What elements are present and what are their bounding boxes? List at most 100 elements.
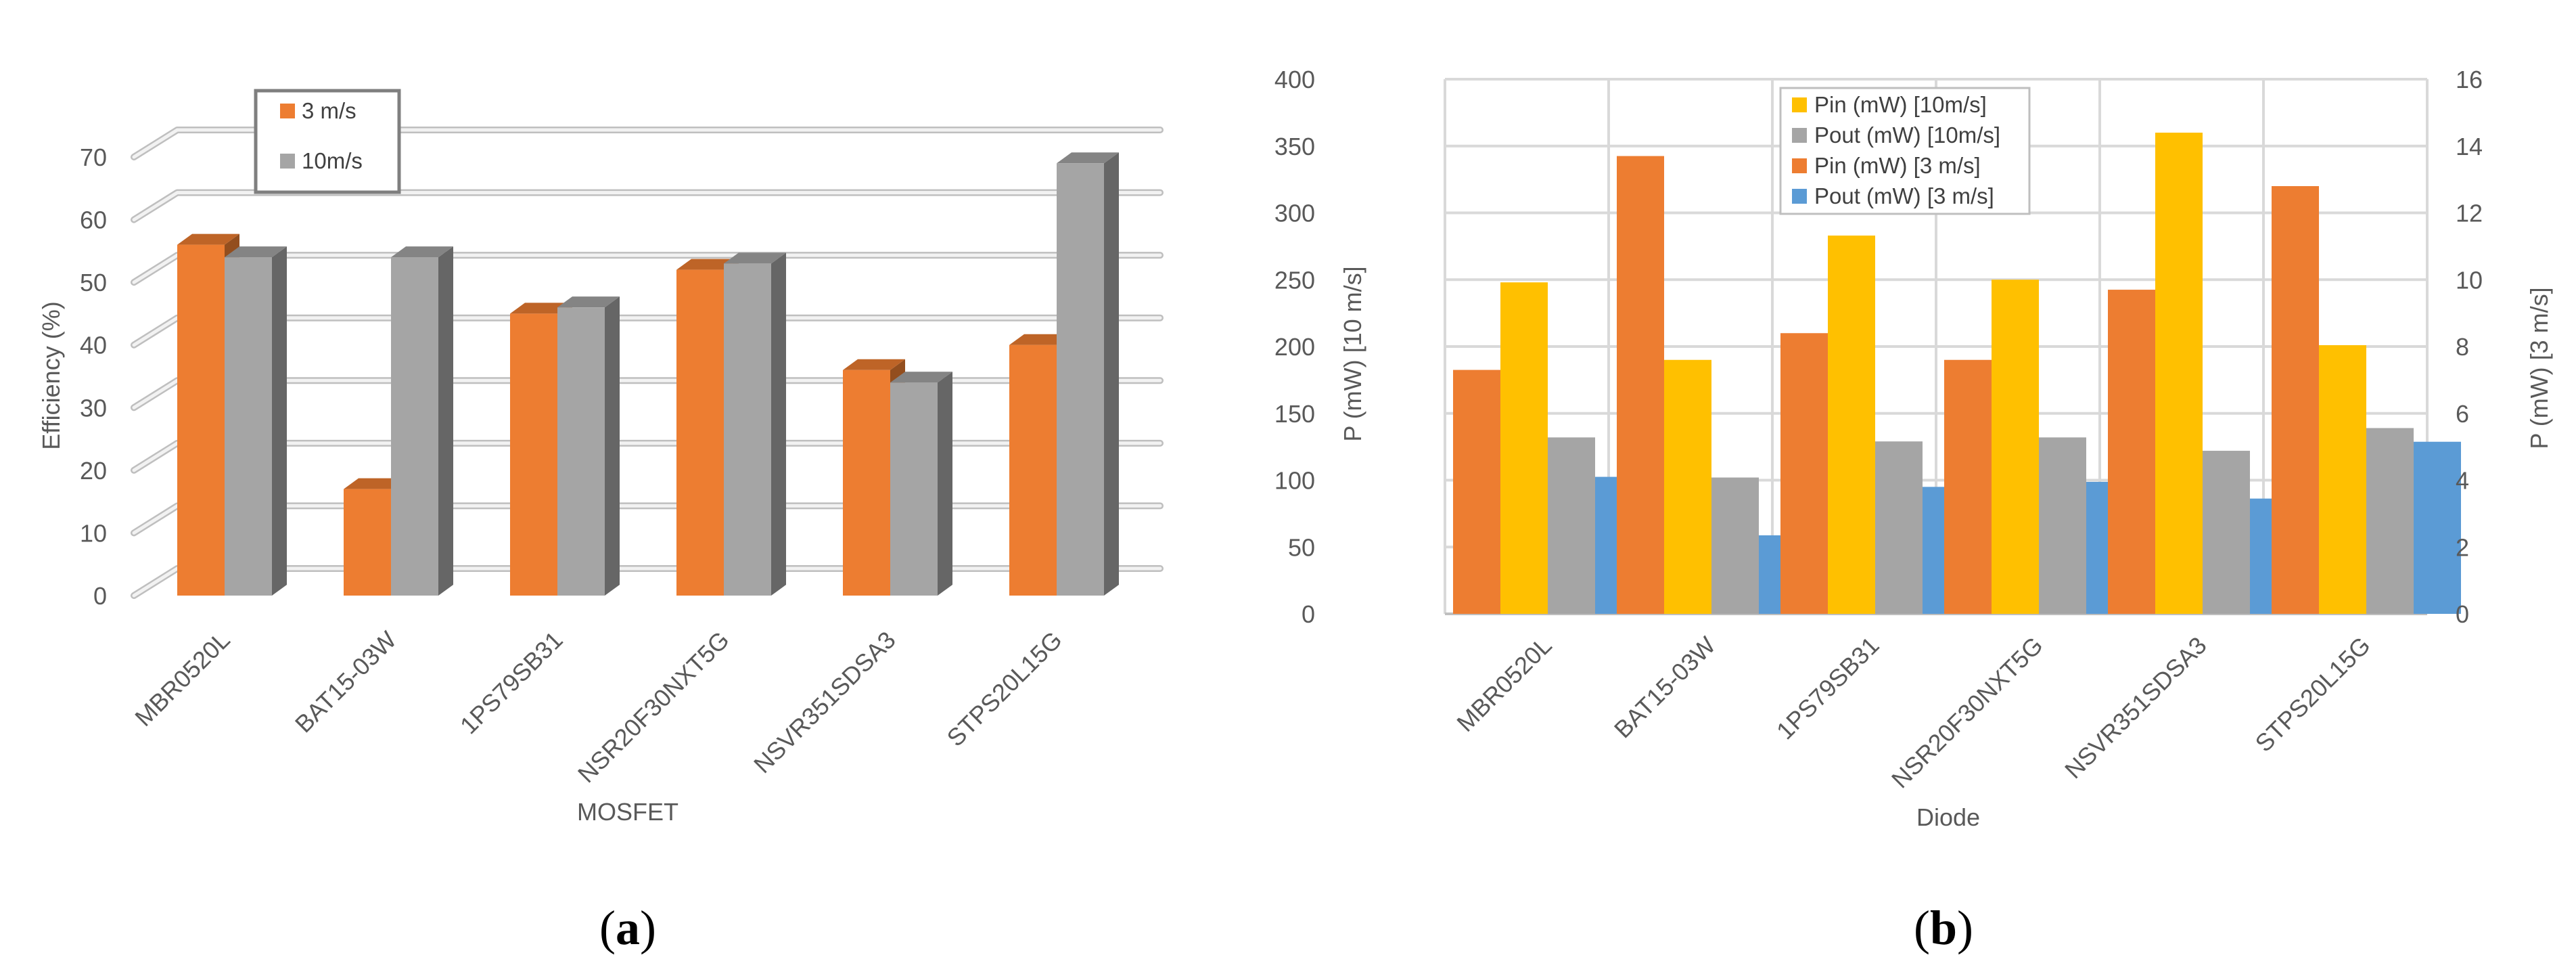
chart-b-x-tick-1ps79sb31: 1PS79SB31: [1771, 631, 1885, 745]
chart-a-x-tick-nsr20f30nxt5g: NSR20F30NXT5G: [572, 626, 735, 788]
chart-b-legend-label-pin-mw-3-m-s: Pin (mW) [3 m/s]: [1814, 153, 1981, 178]
chart-a-bar-front: [225, 257, 272, 596]
chart-a-bar-top: [225, 246, 287, 258]
chart-a-gridline: [132, 191, 1162, 222]
chart-a-bar-front: [1009, 344, 1057, 596]
chart-b-x-tick-stps20l15g: STPS20L15G: [2250, 631, 2376, 757]
chart-b-right-y-axis-title: P (mW) [3 m/s]: [2525, 287, 2553, 449]
chart-a-y-tick-70: 70: [80, 143, 107, 171]
chart-b: 0 50 100 150 200 250 300 350 400 0 2 4 6 8 10 12 14 16 M…: [1274, 66, 2553, 955]
chart-b-x-axis-title: Diode: [1916, 803, 1980, 831]
chart-a-y-tick-20: 20: [80, 457, 107, 485]
chart-a-y-axis-title: Efficiency (%): [37, 301, 65, 449]
chart-a-gridline: [132, 128, 1162, 159]
chart-b-bar-pin-mw-10m-s-bat15-03w: [1664, 359, 1711, 614]
chart-a-gridline: [132, 253, 1162, 284]
chart-a-x-axis-title: MOSFET: [577, 798, 678, 826]
chart-b-bar-pout-mw-10m-s-bat15-03w: [1711, 477, 1759, 614]
chart-a-bar-side: [938, 372, 952, 596]
chart-b-bar-pin-mw-10m-s-nsr20f30nxt5g: [1992, 280, 2039, 614]
chart-a-legend: 3 m/s 10m/s: [254, 89, 401, 194]
chart-a-y-tick-labels: 0 10 20 30 40 50 60 70: [80, 143, 107, 610]
chart-a-gridline-shadow: [131, 189, 1164, 223]
chart-b-bar-pin-mw-10m-s-stps20l15g: [2319, 345, 2366, 614]
chart-b-bar-pout-mw-10m-s-nsvr351sdsa3: [2203, 451, 2250, 614]
chart-b-y-tick-350: 350: [1274, 133, 1315, 160]
chart-a-gridline-shadow: [131, 502, 1164, 537]
chart-b-left-y-tick-labels: 0 50 100 150 200 250 300 350 400: [1274, 66, 1315, 628]
chart-a-y-tick-40: 40: [80, 332, 107, 359]
chart-a-bar-10m-s-bat15-03w: [391, 246, 453, 596]
chart-a-gridline-shadow: [131, 439, 1164, 474]
chart-a-gridline-shadow: [131, 377, 1164, 411]
chart-b-y2-tick-10: 10: [2456, 266, 2483, 294]
chart-a: 0 10 20 30 40 50 60 70 MBR0520L BAT15-03W 1PS79SB…: [37, 89, 1164, 955]
chart-b-legend-swatch-pin-mw-3-m-s: [1792, 158, 1807, 173]
chart-b-bar-pin-mw-3-m-s-nsvr351sdsa3: [2108, 290, 2155, 614]
chart-a-bar-top: [843, 359, 905, 370]
chart-a-bar-top: [1057, 152, 1119, 164]
chart-b-y-tick-100: 100: [1274, 467, 1315, 495]
chart-b-y2-tick-12: 12: [2456, 200, 2483, 227]
chart-b-bar-pin-mw-3-m-s-mbr0520l: [1453, 370, 1500, 614]
chart-a-bar-side: [272, 246, 287, 596]
chart-a-bars: [177, 152, 1119, 596]
chart-a-bar-top: [890, 372, 952, 383]
chart-a-bar-top: [391, 246, 453, 258]
chart-a-bar-front: [344, 489, 391, 596]
chart-b-y2-tick-4: 4: [2456, 467, 2469, 495]
chart-a-bar-top: [344, 478, 406, 489]
chart-a-gridline-shadow: [131, 314, 1164, 349]
chart-b-legend-swatch-pin-mw-10m-s: [1792, 97, 1807, 112]
chart-b-legend-swatch-pout-mw-3-m-s: [1792, 189, 1807, 204]
panel-b-label: (b): [1914, 901, 1973, 955]
chart-a-legend-label-10m-s: 10m/s: [302, 148, 363, 173]
chart-a-bar-top: [676, 259, 739, 270]
chart-b-y-tick-150: 150: [1274, 400, 1315, 428]
chart-b-right-y-tick-labels: 0 2 4 6 8 10 12 14 16: [2456, 66, 2483, 628]
chart-b-legend-swatch-pout-mw-10m-s: [1792, 128, 1807, 143]
chart-b-y2-tick-6: 6: [2456, 400, 2469, 428]
chart-b-legend-label-pin-mw-10m-s: Pin (mW) [10m/s]: [1814, 92, 1987, 117]
chart-a-y-tick-50: 50: [80, 269, 107, 296]
panel-a-label: (a): [599, 901, 656, 955]
chart-a-x-tick-nsvr351sdsa3: NSVR351SDSA3: [748, 626, 901, 779]
chart-a-bar-10m-s-nsvr351sdsa3: [890, 372, 952, 596]
chart-a-bar-side: [605, 296, 620, 596]
chart-b-bar-pin-mw-3-m-s-nsr20f30nxt5g: [1944, 359, 1992, 614]
chart-a-gridlines: [131, 127, 1164, 599]
chart-b-y2-tick-8: 8: [2456, 333, 2469, 361]
chart-b-y-tick-250: 250: [1274, 266, 1315, 294]
chart-b-bar-pout-mw-10m-s-stps20l15g: [2366, 428, 2414, 614]
chart-a-legend-swatch-3-m-s: [280, 104, 295, 118]
chart-b-y2-tick-14: 14: [2456, 133, 2483, 160]
chart-a-x-tick-labels: MBR0520L BAT15-03W 1PS79SB31 NSR20F30NXT5G N…: [129, 626, 1067, 788]
chart-a-bar-top: [177, 233, 239, 245]
chart-a-x-tick-1ps79sb31: 1PS79SB31: [455, 626, 568, 740]
chart-a-bar-10m-s-1ps79sb31: [557, 296, 620, 596]
chart-a-gridline: [132, 316, 1162, 347]
chart-b-y2-tick-2: 2: [2456, 533, 2469, 561]
chart-b-x-tick-mbr0520l: MBR0520L: [1451, 631, 1557, 737]
chart-b-y-tick-200: 200: [1274, 333, 1315, 361]
chart-a-y-tick-60: 60: [80, 206, 107, 234]
chart-b-bar-pout-mw-3-m-s-stps20l15g: [2414, 441, 2461, 614]
chart-b-bar-pout-mw-10m-s-mbr0520l: [1548, 437, 1595, 614]
chart-a-gridline: [132, 566, 1162, 598]
chart-a-y-tick-0: 0: [93, 582, 107, 610]
chart-a-bar-10m-s-stps20l15g: [1057, 152, 1119, 596]
chart-b-y2-tick-0: 0: [2456, 600, 2469, 628]
chart-a-gridline: [132, 504, 1162, 535]
chart-a-bar-front: [177, 244, 225, 596]
chart-a-bar-side: [771, 252, 786, 596]
chart-a-bar-front: [510, 313, 557, 596]
chart-b-left-y-axis-title: P (mW) [10 m/s]: [1339, 266, 1366, 441]
chart-b-bar-pout-mw-10m-s-1ps79sb31: [1875, 441, 1923, 614]
chart-a-x-tick-bat15-03w: BAT15-03W: [290, 626, 402, 738]
chart-a-bar-front: [843, 370, 890, 596]
chart-a-bar-front: [557, 307, 605, 596]
chart-b-x-tick-nsvr351sdsa3: NSVR351SDSA3: [2059, 631, 2212, 784]
chart-b-bar-pin-mw-10m-s-nsvr351sdsa3: [2155, 133, 2203, 614]
chart-a-gridline: [132, 441, 1162, 472]
chart-a-bar-10m-s-mbr0520l: [225, 246, 287, 596]
